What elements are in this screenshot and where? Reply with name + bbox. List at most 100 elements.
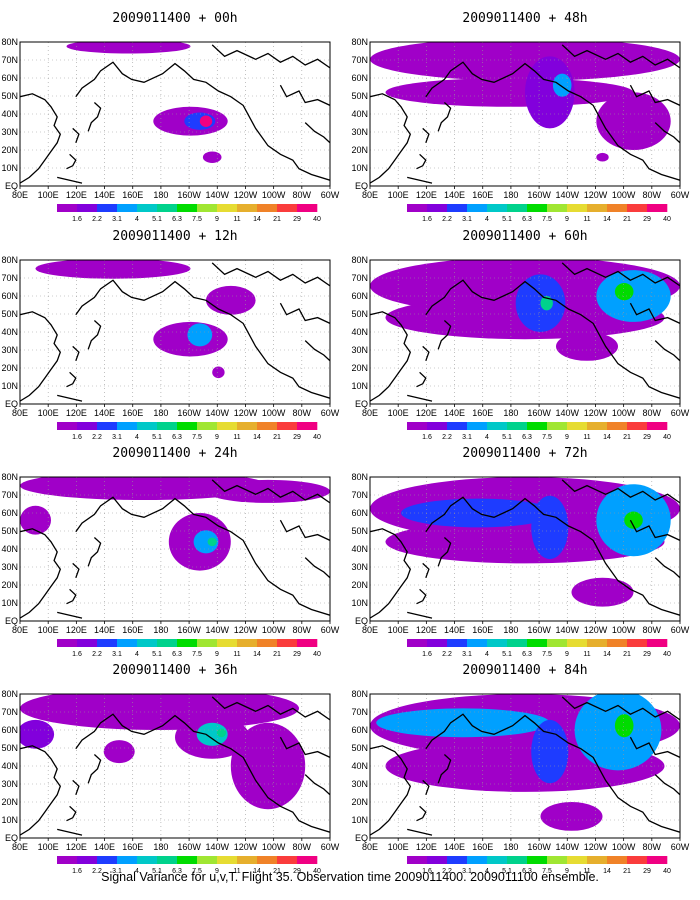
- coastline: [57, 828, 83, 836]
- y-tick-label: 60N: [351, 508, 368, 518]
- coastline: [425, 713, 680, 833]
- colorbar-swatch: [177, 422, 198, 430]
- colorbar-label: 40: [313, 216, 321, 223]
- x-tick-label: 60W: [671, 842, 690, 852]
- colorbar-swatch: [627, 639, 648, 647]
- y-tick-label: 70N: [351, 490, 368, 500]
- colorbar-swatch: [587, 639, 608, 647]
- map-frame: [369, 693, 681, 839]
- x-tick-label: 100E: [38, 408, 59, 418]
- coastline: [629, 736, 680, 758]
- y-tick-label: 10N: [351, 381, 368, 391]
- colorbar-swatch: [157, 856, 178, 864]
- colorbar-label: 9: [565, 434, 569, 441]
- coastline: [425, 61, 680, 181]
- x-tick-label: 100E: [388, 190, 409, 200]
- y-tick-label: 10N: [351, 163, 368, 173]
- gridlines: [20, 694, 330, 838]
- colorbar-swatch: [427, 856, 448, 864]
- colorbar-label: 4: [485, 651, 489, 658]
- colorbar-label: 1.6: [72, 868, 82, 875]
- colorbar-label: 11: [583, 651, 590, 658]
- colorbar-swatch: [647, 204, 668, 212]
- coastline: [370, 93, 412, 184]
- y-tick-label: 70N: [1, 490, 18, 500]
- colorbar-label: 9: [215, 868, 219, 875]
- colorbar-swatch: [567, 204, 588, 212]
- y-tick-label: EQ: [5, 181, 18, 191]
- colorbar-swatch: [157, 204, 178, 212]
- colorbar-label: 4: [485, 216, 489, 223]
- colorbar: 1.6 2.2 3.1 4 5.1 6.3 7.5 9 11 14 21 29 40: [407, 856, 671, 875]
- colorbar-label: 5.1: [152, 216, 162, 223]
- x-tick-label: 140W: [556, 408, 580, 418]
- colorbar-swatch: [297, 422, 318, 430]
- coastlines: [20, 479, 330, 619]
- y-tick-label: 30N: [351, 345, 368, 355]
- colorbar-swatch: [117, 422, 138, 430]
- colorbar-label: 1.6: [422, 434, 432, 441]
- coastline: [304, 557, 330, 579]
- variance-contour: [624, 511, 643, 529]
- coastlines: [370, 262, 680, 402]
- coastline: [407, 828, 433, 836]
- colorbar-label: 40: [663, 868, 671, 875]
- colorbar-swatch: [467, 856, 488, 864]
- panel-title: 2009011400 + 36h: [112, 663, 237, 678]
- colorbar-label: 14: [253, 651, 261, 658]
- gridlines: [20, 260, 330, 404]
- coastline: [407, 394, 433, 402]
- variance-contour: [103, 740, 135, 764]
- x-tick-label: 120W: [584, 842, 608, 852]
- gridlines: [370, 42, 680, 186]
- y-tick-label: 40N: [351, 327, 368, 337]
- x-tick-label: 160W: [177, 190, 201, 200]
- x-tick-label: 80W: [643, 842, 662, 852]
- x-tick-label: 80E: [362, 842, 378, 852]
- colorbar-label: 4: [485, 434, 489, 441]
- colorbar-swatch: [407, 422, 428, 430]
- coastline: [407, 176, 433, 184]
- variance-shading: [370, 260, 680, 361]
- x-tick-label: 180: [153, 842, 168, 852]
- y-tick-label: 20N: [1, 145, 18, 155]
- x-tick-label: 160E: [122, 842, 143, 852]
- colorbar-swatch: [297, 639, 318, 647]
- map-panel: 2009011400 + 36h 80E 100E 120E 140E 160E 180 16…: [1, 663, 339, 875]
- x-tick-label: 100W: [612, 408, 636, 418]
- y-tick-label: 40N: [351, 761, 368, 771]
- colorbar-swatch: [137, 639, 158, 647]
- variance-contour: [199, 115, 213, 127]
- coastline: [629, 519, 680, 541]
- variance-contour: [552, 73, 572, 97]
- coastline: [422, 779, 430, 796]
- variance-contour: [515, 274, 566, 333]
- colorbar-swatch: [447, 422, 468, 430]
- colorbar-swatch: [587, 422, 608, 430]
- coastline: [416, 153, 427, 170]
- x-tick-label: 180: [153, 408, 168, 418]
- coastline: [370, 528, 412, 619]
- variance-contour: [206, 285, 256, 315]
- colorbar-swatch: [487, 422, 508, 430]
- variance-contour: [202, 151, 222, 163]
- caption: Signal Variance for u,v,T. Flight 35. Ob…: [101, 870, 599, 884]
- colorbar-swatch: [57, 639, 78, 647]
- x-tick-label: 100W: [262, 190, 286, 200]
- colorbar-label: 1.6: [422, 651, 432, 658]
- colorbar-swatch: [627, 204, 648, 212]
- colorbar-label: 5.1: [502, 651, 512, 658]
- colorbar-label: 9: [565, 216, 569, 223]
- x-tick-label: 140E: [94, 190, 115, 200]
- y-tick-label: 60N: [1, 508, 18, 518]
- map-frame: [19, 476, 331, 622]
- colorbar-swatch: [97, 422, 118, 430]
- colorbar-swatch: [217, 204, 238, 212]
- colorbar-swatch: [297, 856, 318, 864]
- y-tick-label: 50N: [351, 309, 368, 319]
- coastline: [561, 696, 680, 721]
- colorbar-label: 7.5: [542, 434, 552, 441]
- variance-contour: [385, 78, 634, 107]
- coastline: [425, 279, 680, 399]
